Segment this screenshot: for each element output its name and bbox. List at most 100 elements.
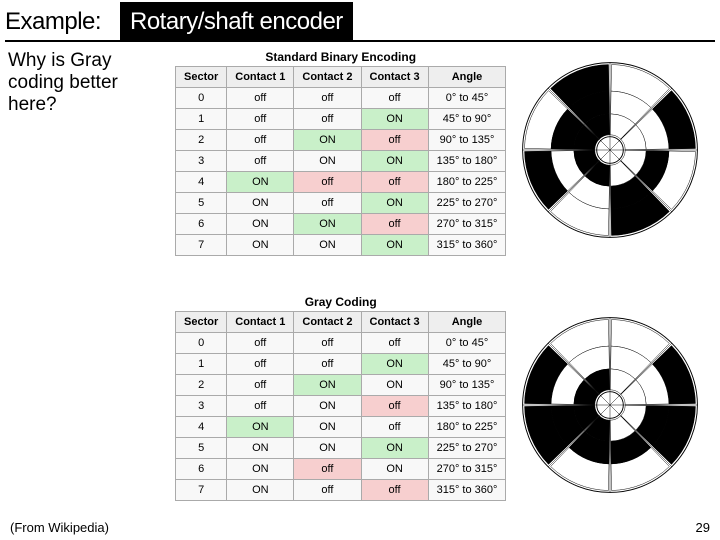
binary-encoder-disc — [515, 55, 705, 245]
table-cell: 3 — [176, 151, 227, 172]
table-cell: 180° to 225° — [428, 172, 506, 193]
table-cell: ON — [294, 151, 361, 172]
table-row: 3offONON135° to 180° — [176, 151, 506, 172]
table-cell: ON — [227, 438, 294, 459]
table-row: 3offONoff135° to 180° — [176, 396, 506, 417]
table-cell: 4 — [176, 417, 227, 438]
table-cell: off — [294, 480, 361, 501]
table-cell: 225° to 270° — [428, 438, 506, 459]
title-part2: Rotary/shaft encoder — [120, 2, 353, 42]
table-cell: off — [294, 459, 361, 480]
table-cell: off — [294, 354, 361, 375]
table-cell: off — [361, 172, 428, 193]
table-cell: 270° to 315° — [428, 214, 506, 235]
table-cell: off — [361, 130, 428, 151]
table-cell: 0° to 45° — [428, 88, 506, 109]
table-cell: ON — [361, 151, 428, 172]
table-cell: 0° to 45° — [428, 333, 506, 354]
table-cell: ON — [294, 235, 361, 256]
table-row: 4ONONoff180° to 225° — [176, 417, 506, 438]
table-cell: off — [227, 130, 294, 151]
table-row: 4ONoffoff180° to 225° — [176, 172, 506, 193]
table-cell: 45° to 90° — [428, 354, 506, 375]
table-cell: off — [361, 333, 428, 354]
table-row: 0offoffoff0° to 45° — [176, 333, 506, 354]
table-cell: 1 — [176, 354, 227, 375]
gray-table-title: Gray Coding — [175, 295, 506, 309]
table-cell: ON — [227, 193, 294, 214]
table-header: Contact 3 — [361, 67, 428, 88]
table-cell: 4 — [176, 172, 227, 193]
table-header: Contact 2 — [294, 67, 361, 88]
table-cell: ON — [294, 130, 361, 151]
table-cell: ON — [227, 214, 294, 235]
binary-table-block: Standard Binary Encoding SectorContact 1… — [175, 50, 506, 256]
table-row: 6ONoffON270° to 315° — [176, 459, 506, 480]
table-cell: 45° to 90° — [428, 109, 506, 130]
table-cell: ON — [294, 438, 361, 459]
title-bar: Example: Rotary/shaft encoder — [5, 2, 715, 42]
table-cell: ON — [227, 459, 294, 480]
gray-encoder-disc — [515, 310, 705, 500]
table-cell: 90° to 135° — [428, 375, 506, 396]
table-cell: 180° to 225° — [428, 417, 506, 438]
table-cell: off — [294, 88, 361, 109]
table-cell: 2 — [176, 130, 227, 151]
table-header: Contact 3 — [361, 312, 428, 333]
table-cell: 315° to 360° — [428, 235, 506, 256]
table-header: Sector — [176, 312, 227, 333]
table-header: Contact 2 — [294, 312, 361, 333]
gray-table-block: Gray Coding SectorContact 1Contact 2Cont… — [175, 295, 506, 501]
table-cell: 0 — [176, 333, 227, 354]
source-text: (From Wikipedia) — [10, 520, 109, 535]
table-row: 5ONONON225° to 270° — [176, 438, 506, 459]
gray-table: SectorContact 1Contact 2Contact 3Angle0o… — [175, 311, 506, 501]
table-cell: ON — [227, 235, 294, 256]
table-cell: 225° to 270° — [428, 193, 506, 214]
table-cell: 0 — [176, 88, 227, 109]
table-cell: 270° to 315° — [428, 459, 506, 480]
table-cell: 7 — [176, 480, 227, 501]
table-cell: 7 — [176, 235, 227, 256]
title-part1: Example: — [5, 2, 115, 42]
table-cell: off — [294, 172, 361, 193]
table-cell: off — [227, 396, 294, 417]
table-cell: 2 — [176, 375, 227, 396]
table-cell: off — [227, 375, 294, 396]
question-text: Why is Gray coding better here? — [8, 50, 153, 116]
table-cell: ON — [294, 417, 361, 438]
table-cell: off — [294, 193, 361, 214]
table-cell: 5 — [176, 438, 227, 459]
table-cell: ON — [361, 438, 428, 459]
table-cell: off — [227, 109, 294, 130]
table-cell: ON — [361, 193, 428, 214]
table-cell: 315° to 360° — [428, 480, 506, 501]
table-row: 1offoffON45° to 90° — [176, 354, 506, 375]
table-cell: ON — [227, 480, 294, 501]
table-cell: off — [361, 396, 428, 417]
table-cell: ON — [294, 375, 361, 396]
table-cell: 1 — [176, 109, 227, 130]
table-row: 6ONONoff270° to 315° — [176, 214, 506, 235]
table-cell: 135° to 180° — [428, 396, 506, 417]
table-cell: ON — [227, 172, 294, 193]
table-cell: off — [361, 480, 428, 501]
table-row: 1offoffON45° to 90° — [176, 109, 506, 130]
table-cell: off — [294, 333, 361, 354]
table-cell: ON — [294, 214, 361, 235]
table-cell: ON — [294, 396, 361, 417]
binary-table-title: Standard Binary Encoding — [175, 50, 506, 64]
table-header: Angle — [428, 312, 506, 333]
table-cell: 90° to 135° — [428, 130, 506, 151]
table-cell: ON — [227, 417, 294, 438]
table-cell: off — [227, 151, 294, 172]
table-cell: off — [361, 88, 428, 109]
table-row: 7ONoffoff315° to 360° — [176, 480, 506, 501]
binary-table: SectorContact 1Contact 2Contact 3Angle0o… — [175, 66, 506, 256]
table-cell: ON — [361, 459, 428, 480]
table-cell: off — [227, 333, 294, 354]
table-header: Contact 1 — [227, 67, 294, 88]
table-row: 0offoffoff0° to 45° — [176, 88, 506, 109]
table-cell: ON — [361, 354, 428, 375]
table-cell: ON — [361, 375, 428, 396]
